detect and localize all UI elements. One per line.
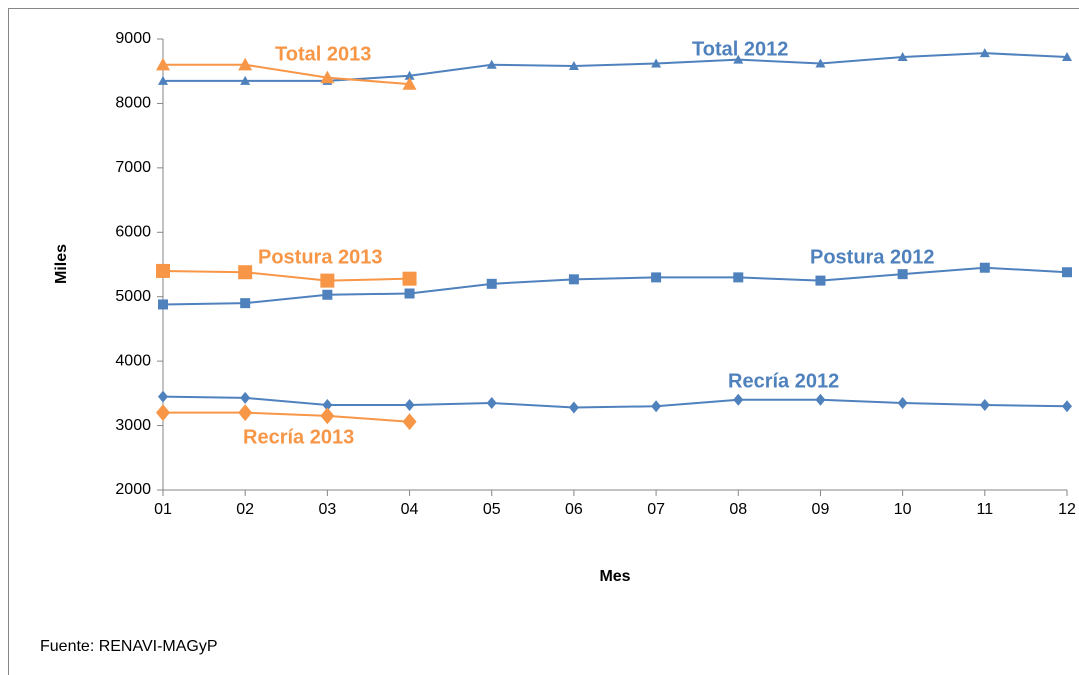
- x-tick-label: 12: [1058, 501, 1076, 518]
- marker: [897, 397, 908, 410]
- marker: [404, 70, 415, 80]
- y-axis-title: Miles: [53, 244, 70, 284]
- marker: [240, 391, 251, 404]
- x-tick-label: 04: [401, 501, 419, 518]
- marker: [897, 52, 908, 62]
- series-line: [163, 63, 410, 86]
- x-tick-label: 03: [318, 501, 336, 518]
- x-tick-label: 05: [483, 501, 501, 518]
- y-tick-label: 9000: [115, 30, 151, 47]
- marker: [156, 263, 170, 278]
- marker: [238, 57, 253, 71]
- marker: [158, 299, 168, 310]
- marker: [568, 401, 579, 414]
- x-tick-label: 02: [236, 501, 254, 518]
- marker: [320, 407, 335, 425]
- marker: [486, 397, 497, 410]
- marker: [238, 404, 253, 422]
- marker: [156, 57, 170, 71]
- marker: [486, 59, 497, 69]
- series-line: [162, 269, 410, 282]
- marker: [651, 272, 662, 283]
- y-tick-label: 2000: [115, 481, 151, 498]
- series-label: Postura 2013: [258, 246, 383, 268]
- y-tick-label: 4000: [115, 352, 151, 369]
- series-label: Recría 2013: [243, 426, 354, 448]
- marker: [979, 262, 990, 273]
- marker: [651, 400, 662, 413]
- chart-frame: [8, 8, 1079, 675]
- x-tick-label: 08: [729, 501, 747, 518]
- x-tick-label: 09: [812, 501, 830, 518]
- y-tick-label: 5000: [115, 288, 151, 305]
- marker: [238, 265, 253, 280]
- marker: [240, 298, 251, 309]
- marker: [1062, 52, 1072, 62]
- marker: [733, 272, 744, 283]
- series-line: [162, 395, 1068, 409]
- marker: [322, 398, 333, 411]
- marker: [156, 404, 170, 422]
- marker: [1062, 267, 1072, 278]
- marker: [402, 413, 417, 431]
- marker: [815, 58, 826, 68]
- marker: [733, 393, 744, 406]
- marker: [979, 398, 990, 411]
- series-label: Total 2013: [275, 43, 371, 65]
- marker: [568, 274, 579, 285]
- marker: [568, 61, 579, 71]
- marker: [402, 271, 417, 286]
- marker: [322, 289, 333, 300]
- x-tick-label: 01: [154, 501, 172, 518]
- series-label: Recría 2012: [728, 370, 839, 392]
- x-axis-title: Mes: [599, 568, 630, 585]
- marker: [651, 58, 662, 68]
- source-note: Fuente: RENAVI-MAGyP: [40, 638, 218, 655]
- marker: [320, 273, 335, 288]
- marker: [1062, 400, 1072, 413]
- marker: [733, 54, 744, 64]
- y-tick-label: 6000: [115, 224, 151, 241]
- series-line: [162, 266, 1068, 306]
- series-line: [163, 52, 1068, 82]
- marker: [158, 390, 168, 403]
- x-tick-label: 06: [565, 501, 583, 518]
- marker: [320, 70, 335, 84]
- marker: [815, 275, 826, 286]
- series-label: Total 2012: [692, 38, 788, 60]
- y-tick-label: 8000: [115, 95, 151, 112]
- marker: [815, 393, 826, 406]
- marker: [404, 288, 415, 299]
- x-tick-label: 10: [894, 501, 912, 518]
- series-label: Postura 2012: [810, 246, 935, 268]
- x-tick-label: 07: [647, 501, 665, 518]
- marker: [979, 48, 990, 58]
- series-line: [163, 411, 410, 423]
- y-tick-label: 7000: [115, 159, 151, 176]
- marker: [404, 398, 415, 411]
- marker: [897, 269, 908, 280]
- marker: [486, 278, 497, 289]
- marker: [402, 77, 417, 90]
- y-tick-label: 3000: [115, 417, 151, 434]
- marker: [158, 75, 168, 85]
- marker: [240, 75, 251, 85]
- x-tick-label: 11: [977, 501, 994, 518]
